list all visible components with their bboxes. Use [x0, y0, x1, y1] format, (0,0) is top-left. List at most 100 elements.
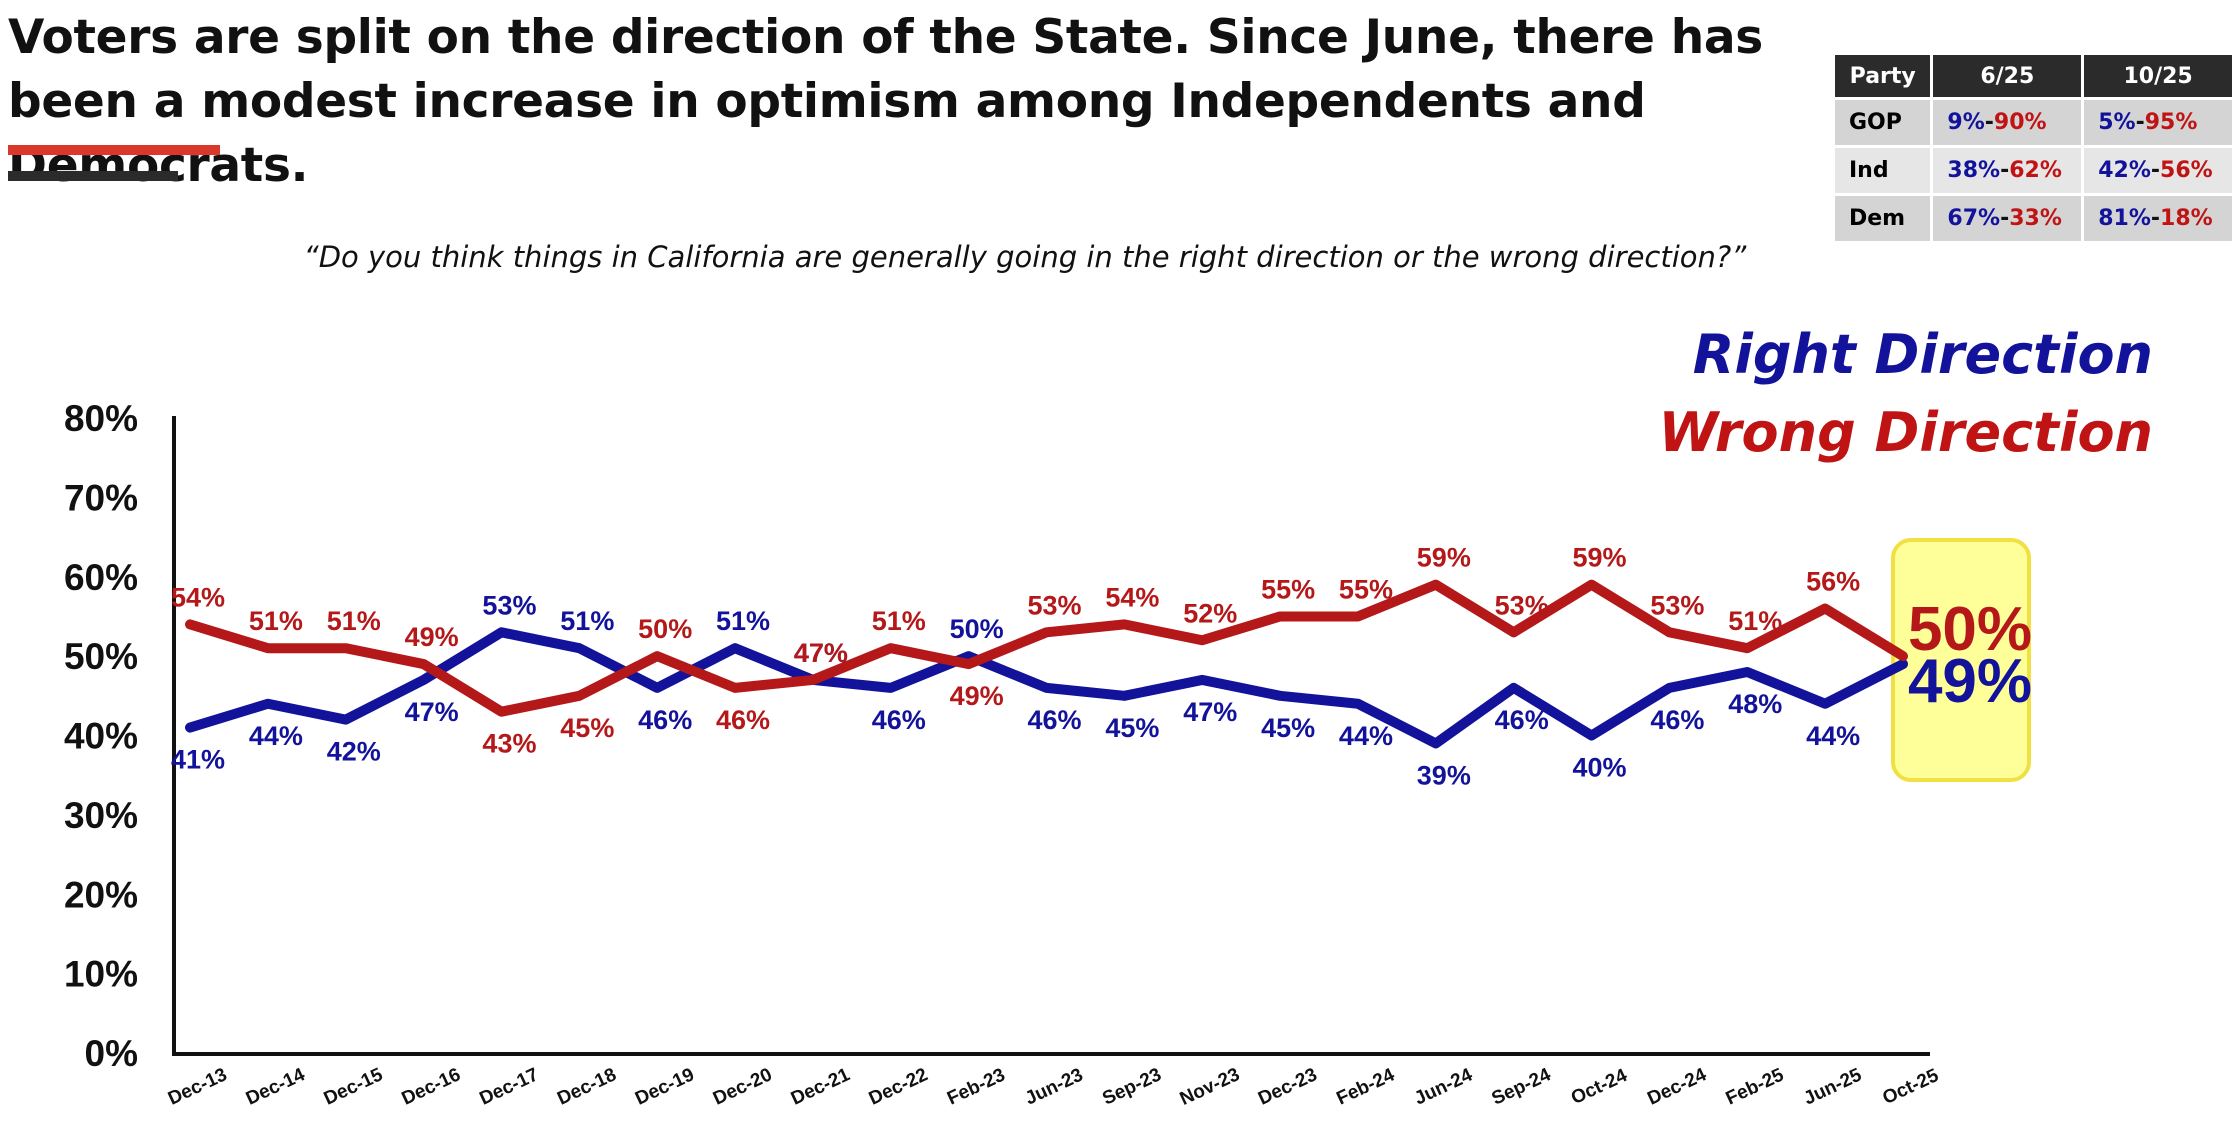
x-tick-label: Oct-25 — [1879, 1065, 1942, 1109]
wrong-direction-data-label: 55% — [1339, 574, 1393, 604]
wrong-direction-data-label: 52% — [1183, 598, 1237, 628]
latest-value-highlight-box — [1891, 538, 2031, 782]
right-direction-data-label: 51% — [560, 606, 614, 636]
party-header: Party — [1835, 55, 1931, 97]
x-tick-label: Dec-20 — [710, 1064, 775, 1109]
y-tick-label: 40% — [64, 716, 138, 757]
y-tick-label: 50% — [64, 636, 138, 677]
right-direction-data-label: 45% — [1105, 713, 1159, 743]
oct-values: 5%-95% — [2084, 100, 2232, 145]
x-tick-label: Dec-14 — [243, 1064, 309, 1110]
x-tick-label: Jun-23 — [1022, 1065, 1086, 1110]
right-direction-data-label: 46% — [872, 705, 926, 735]
right-direction-data-label: 50% — [950, 614, 1004, 644]
right-value: 81% — [2098, 206, 2151, 231]
wrong-direction-data-label: 45% — [560, 713, 614, 743]
wrong-direction-data-label: 50% — [638, 614, 692, 644]
wrong-value: 18% — [2160, 206, 2213, 231]
right-direction-data-label: 47% — [1183, 697, 1237, 727]
wrong-direction-data-label: 56% — [1806, 567, 1860, 597]
y-tick-label: 70% — [64, 477, 138, 518]
highlight-wrong-value: 50% — [1908, 595, 2032, 664]
y-tick-label: 60% — [64, 557, 138, 598]
y-tick-label: 10% — [64, 954, 138, 995]
y-tick-label: 20% — [64, 874, 138, 915]
x-tick-label: Dec-18 — [554, 1064, 619, 1109]
x-tick-label: Jun-24 — [1411, 1064, 1476, 1109]
wrong-direction-data-label: 59% — [1573, 543, 1627, 573]
wrong-direction-data-label: 53% — [1495, 590, 1549, 620]
right-direction-data-label: 42% — [327, 737, 381, 767]
right-direction-data-label: 46% — [1650, 705, 1704, 735]
oct-values: 81%-18% — [2084, 196, 2232, 241]
x-tick-label: Dec-24 — [1644, 1064, 1710, 1110]
x-tick-label: Dec-22 — [866, 1064, 931, 1109]
right-direction-data-label: 40% — [1573, 753, 1627, 783]
party-table-header-row: Party 6/25 10/25 — [1835, 55, 2232, 97]
wrong-direction-data-label: 49% — [405, 622, 459, 652]
wrong-value: 33% — [2009, 206, 2062, 231]
right-value: 42% — [2098, 158, 2151, 183]
x-tick-label: Dec-21 — [788, 1064, 854, 1110]
right-direction-data-label: 48% — [1728, 689, 1782, 719]
right-direction-data-label: 46% — [1495, 705, 1549, 735]
right-direction-data-label: 51% — [716, 606, 770, 636]
wrong-value: 62% — [2009, 158, 2062, 183]
wrong-direction-data-label: 51% — [1728, 606, 1782, 636]
right-direction-data-label: 46% — [1027, 705, 1081, 735]
x-tick-label: Dec-23 — [1255, 1064, 1320, 1109]
right-direction-data-label: 47% — [405, 697, 459, 727]
right-value: 5% — [2098, 110, 2136, 135]
x-tick-label: Sep-24 — [1489, 1064, 1555, 1110]
wrong-direction-data-label: 59% — [1417, 543, 1471, 573]
right-value: 38% — [1947, 158, 2001, 183]
wrong-direction-data-label: 51% — [249, 606, 303, 636]
oct-values: 42%-56% — [2084, 148, 2232, 193]
wrong-value: 90% — [1993, 110, 2047, 135]
wrong-direction-line — [185, 579, 1908, 717]
party-row-dem: Dem 67%-33% 81%-18% — [1835, 196, 2232, 241]
right-direction-data-label: 47% — [794, 638, 848, 668]
wrong-value: 56% — [2160, 158, 2213, 183]
x-tick-label: Dec-19 — [632, 1064, 697, 1109]
right-direction-data-label: 53% — [482, 590, 536, 620]
wrong-direction-data-label: 49% — [950, 681, 1004, 711]
wrong-direction-data-label: 54% — [171, 582, 225, 612]
right-value: 67% — [1947, 206, 2001, 231]
right-value: 9% — [1947, 110, 1985, 135]
x-tick-label: Dec-17 — [476, 1064, 541, 1109]
legend-right-direction: Right Direction — [1692, 323, 2153, 386]
y-tick-label: 80% — [64, 398, 138, 439]
right-direction-line — [185, 627, 1908, 749]
x-tick-label: Oct-24 — [1568, 1065, 1631, 1109]
x-tick-label: Feb-23 — [944, 1065, 1008, 1110]
right-direction-data-label: 44% — [1339, 721, 1393, 751]
survey-question: “Do you think things in California are g… — [303, 240, 1747, 274]
wrong-direction-data-label: 55% — [1261, 574, 1315, 604]
party-row-ind: Ind 38%-62% 42%-56% — [1835, 148, 2232, 193]
x-tick-label: Dec-16 — [399, 1064, 464, 1109]
title-accent-bar-red — [8, 145, 220, 155]
right-direction-data-label: 41% — [171, 745, 225, 775]
party-comparison-table: Party 6/25 10/25 GOP 9%-90% 5%-95% Ind 3… — [1832, 52, 2235, 244]
x-tick-label: Dec-13 — [165, 1064, 230, 1109]
jun-values: 38%-62% — [1933, 148, 2082, 193]
party-name: Ind — [1835, 148, 1931, 193]
page-title: Voters are split on the direction of the… — [8, 10, 1763, 193]
right-direction-data-label: 44% — [249, 721, 303, 751]
right-direction-data-label: 46% — [638, 705, 692, 735]
party-name: GOP — [1835, 100, 1931, 145]
wrong-direction-data-label: 46% — [716, 705, 770, 735]
wrong-direction-data-label: 51% — [872, 606, 926, 636]
wrong-direction-data-label: 53% — [1027, 590, 1081, 620]
wrong-direction-data-label: 47% — [794, 638, 848, 668]
party-row-gop: GOP 9%-90% 5%-95% — [1835, 100, 2232, 145]
oct-header: 10/25 — [2084, 55, 2232, 97]
y-tick-label: 30% — [64, 795, 138, 836]
jun-values: 67%-33% — [1933, 196, 2082, 241]
wrong-value: 95% — [2144, 110, 2198, 135]
title-accent-bar-dark — [8, 171, 178, 181]
highlight-right-value: 49% — [1908, 647, 2032, 716]
wrong-direction-data-label: 53% — [1650, 590, 1704, 620]
wrong-direction-data-label: 51% — [327, 606, 381, 636]
